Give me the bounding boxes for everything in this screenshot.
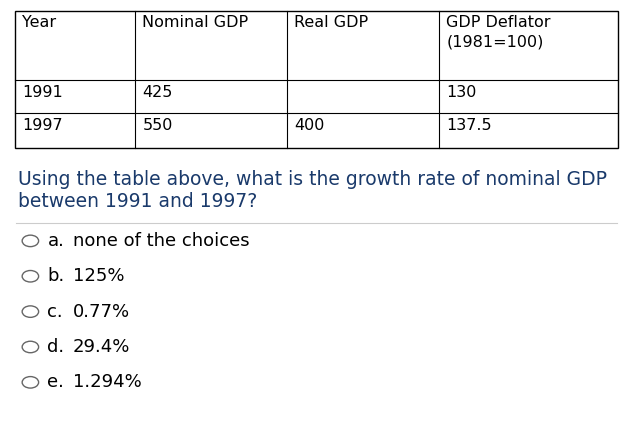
Text: Nominal GDP: Nominal GDP (142, 15, 249, 30)
Text: c.: c. (47, 303, 63, 320)
Bar (15, 11, 618, 148)
Text: 550: 550 (142, 118, 173, 133)
Text: a.: a. (47, 232, 65, 250)
Text: 425: 425 (142, 85, 173, 100)
Text: 125%: 125% (73, 267, 124, 285)
Text: 137.5: 137.5 (446, 118, 492, 133)
Text: 130: 130 (446, 85, 477, 100)
Text: 1991: 1991 (22, 85, 63, 100)
Text: e.: e. (47, 373, 65, 391)
Text: between 1991 and 1997?: between 1991 and 1997? (18, 192, 257, 211)
Text: 1997: 1997 (22, 118, 63, 133)
Text: none of the choices: none of the choices (73, 232, 249, 250)
Text: b.: b. (47, 267, 65, 285)
Text: GDP Deflator
(1981=100): GDP Deflator (1981=100) (446, 15, 551, 49)
Text: 400: 400 (294, 118, 325, 133)
Text: Real GDP: Real GDP (294, 15, 368, 30)
Text: 1.294%: 1.294% (73, 373, 142, 391)
Text: 29.4%: 29.4% (73, 338, 130, 356)
Text: Year: Year (22, 15, 56, 30)
Text: 0.77%: 0.77% (73, 303, 130, 320)
Text: Using the table above, what is the growth rate of nominal GDP: Using the table above, what is the growt… (18, 170, 606, 189)
Text: d.: d. (47, 338, 65, 356)
